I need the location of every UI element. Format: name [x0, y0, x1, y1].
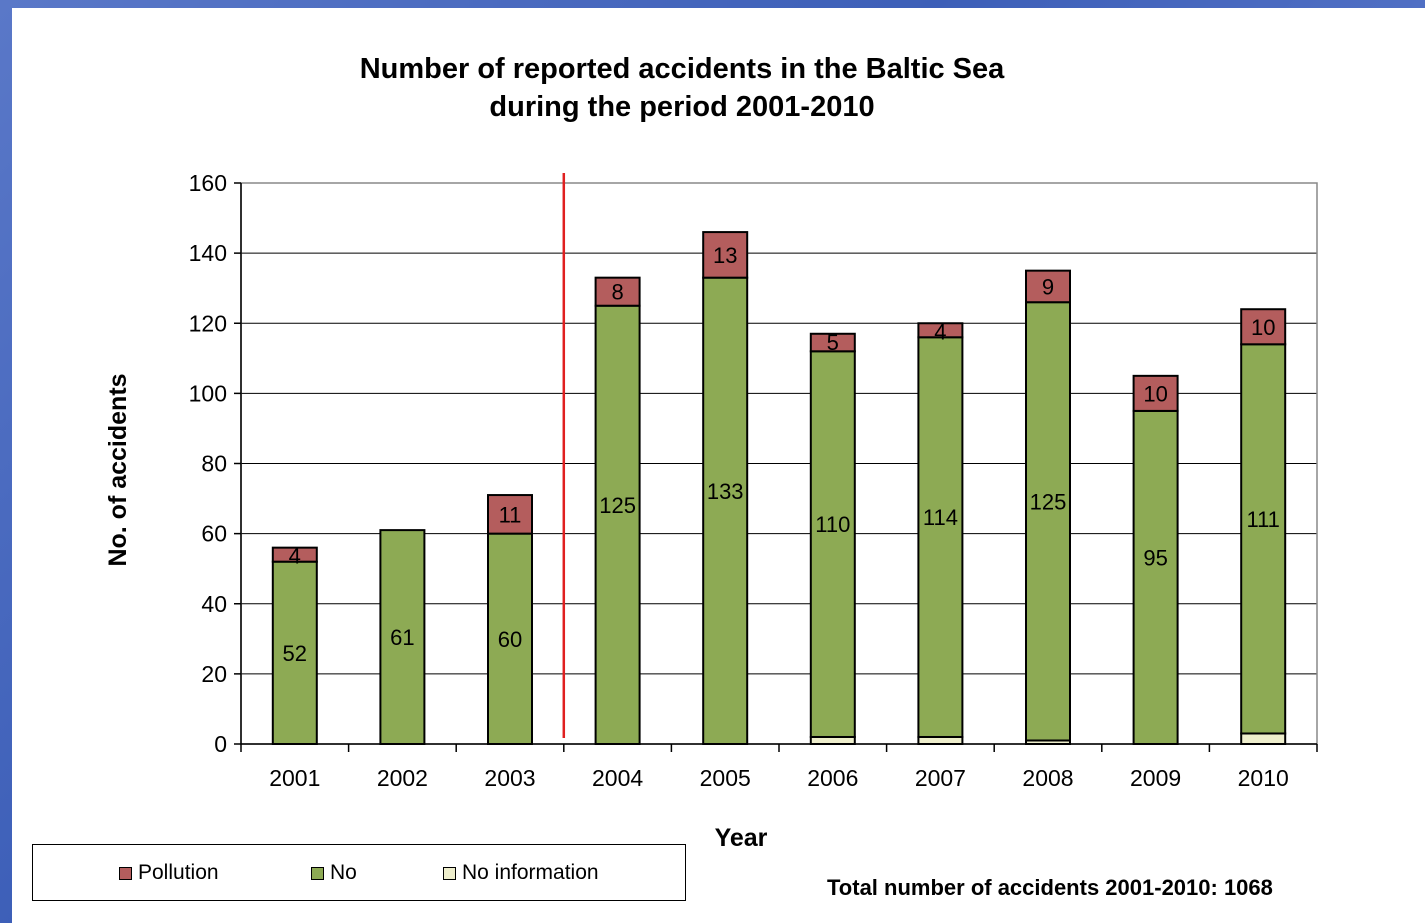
chart-subtitle: during the period 2001-2010 — [489, 91, 875, 123]
total-accidents-note: Total number of accidents 2001-2010: 106… — [827, 875, 1273, 900]
legend-label: Pollution — [138, 861, 219, 884]
chart-title: Number of reported accidents in the Balt… — [359, 53, 1005, 85]
y-tick-label: 120 — [189, 310, 227, 336]
x-tick-label: 2003 — [484, 765, 535, 791]
data-label: 13 — [713, 243, 737, 268]
y-tick-label: 160 — [189, 170, 227, 196]
bar-pollution — [1025, 269, 1071, 304]
chart-plot: 0 20 40 60 80 100 120 140 160 2001 2002 2003 2004 200… — [104, 170, 1318, 852]
data-label: 60 — [498, 627, 522, 652]
data-label: 110 — [815, 512, 850, 537]
bar-no-information — [1240, 732, 1287, 746]
x-tick-label: 2006 — [807, 765, 858, 791]
y-axis-title: No. of accidents — [104, 373, 132, 566]
bar-no — [1240, 343, 1287, 735]
bar-pollution — [702, 231, 749, 279]
chart-legend: Pollution No No information — [32, 844, 686, 901]
data-label: 114 — [923, 505, 958, 530]
bar-no-information — [809, 735, 856, 745]
x-tick-label: 2010 — [1238, 765, 1289, 791]
data-label: 52 — [283, 641, 307, 666]
bar-pollution — [1240, 308, 1287, 346]
bar-pollution — [1132, 374, 1179, 412]
data-label: 125 — [1030, 489, 1067, 514]
x-axis-title: Year — [715, 824, 768, 852]
data-label: 4 — [934, 319, 946, 344]
bar-no — [487, 532, 533, 745]
data-label: 10 — [1251, 315, 1275, 340]
bar-pollution — [271, 546, 318, 563]
bar-no — [594, 304, 641, 745]
legend-swatch — [443, 866, 456, 880]
data-label: 8 — [611, 280, 623, 305]
bar-pollution — [487, 494, 533, 535]
x-tick-label: 2009 — [1130, 765, 1181, 791]
data-label: 125 — [599, 493, 636, 518]
bar-no-information — [917, 735, 964, 745]
legend-swatch — [119, 866, 132, 880]
data-label: 61 — [390, 625, 414, 650]
x-tick-label: 2002 — [377, 765, 428, 791]
bar-pollution — [917, 322, 964, 339]
legend-item: Pollution — [119, 861, 219, 885]
bar-pollution — [594, 276, 641, 307]
data-label: 111 — [1246, 507, 1279, 532]
x-tick-label: 2008 — [1022, 765, 1073, 791]
data-label: 4 — [289, 544, 301, 569]
legend-label: No — [330, 861, 357, 884]
bar-no — [1132, 409, 1179, 745]
bar-no — [379, 529, 426, 746]
data-label: 11 — [499, 502, 522, 527]
y-tick-label: 80 — [201, 451, 227, 477]
y-tick-label: 20 — [201, 661, 227, 687]
chart-title-block: Number of reported accidents in the Balt… — [12, 50, 1352, 126]
x-tick-label: 2001 — [269, 765, 320, 791]
bar-pollution — [809, 332, 856, 353]
x-tick-label: 2005 — [700, 765, 751, 791]
legend-item: No information — [443, 861, 599, 885]
y-tick-label: 40 — [201, 591, 227, 617]
chart-slide: Number of reported accidents in the Balt… — [12, 8, 1425, 923]
y-tick-label: 60 — [201, 521, 227, 547]
x-tick-label: 2007 — [915, 765, 966, 791]
x-tick-label: 2004 — [592, 765, 643, 791]
y-tick-label: 100 — [189, 380, 227, 406]
data-label: 95 — [1143, 545, 1167, 570]
bar-no — [917, 336, 964, 738]
data-label: 133 — [707, 479, 744, 504]
legend-item: No — [311, 861, 357, 885]
bar-no — [702, 276, 749, 745]
bar-no — [809, 350, 856, 738]
bar-no — [1025, 301, 1071, 742]
data-label: 5 — [827, 330, 839, 355]
legend-label: No information — [462, 861, 599, 884]
y-tick-label: 0 — [214, 731, 227, 757]
y-tick-label: 140 — [189, 240, 227, 266]
data-label: 9 — [1042, 274, 1054, 299]
legend-swatch — [311, 866, 324, 880]
data-label: 10 — [1143, 381, 1167, 406]
